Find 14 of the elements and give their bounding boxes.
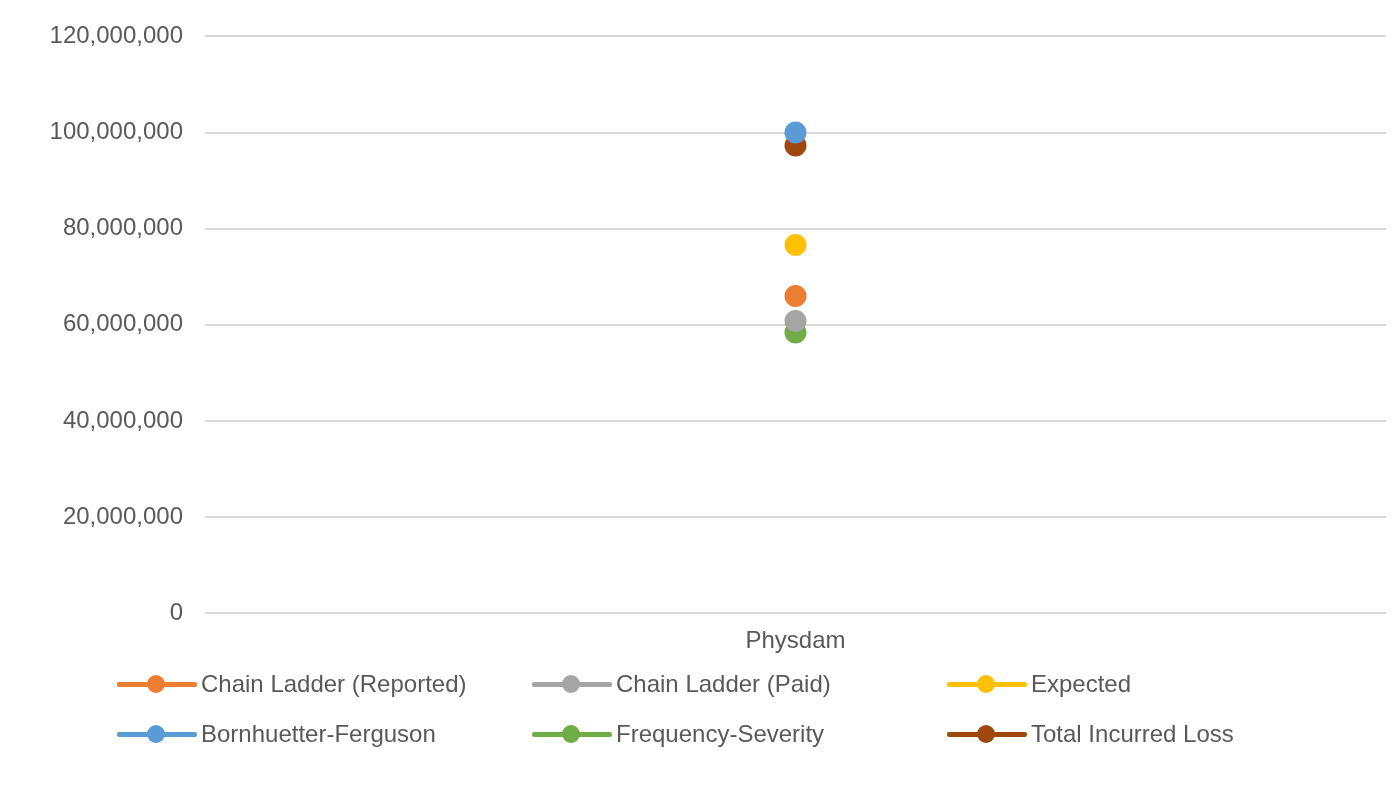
y-tick-label: 20,000,000: [62, 501, 183, 529]
y-tick-label: 80,000,000: [62, 213, 183, 241]
x-tick-label: Physdam: [745, 626, 846, 654]
legend-label: Bornhuetter-Ferguson: [201, 720, 436, 748]
legend-label: Total Incurred Loss: [1031, 720, 1234, 748]
y-tick-label: 40,000,000: [62, 405, 183, 433]
y-tick-label: 0: [169, 597, 183, 625]
legend-label: Expected: [1031, 670, 1132, 698]
y-tick-label: 100,000,000: [49, 117, 183, 145]
legend-label: Chain Ladder (Paid): [616, 670, 831, 698]
legend-label: Chain Ladder (Reported): [201, 670, 467, 698]
y-tick-label: 120,000,000: [49, 21, 183, 49]
legend-label: Frequency-Severity: [616, 720, 825, 748]
y-tick-label: 60,000,000: [62, 309, 183, 337]
